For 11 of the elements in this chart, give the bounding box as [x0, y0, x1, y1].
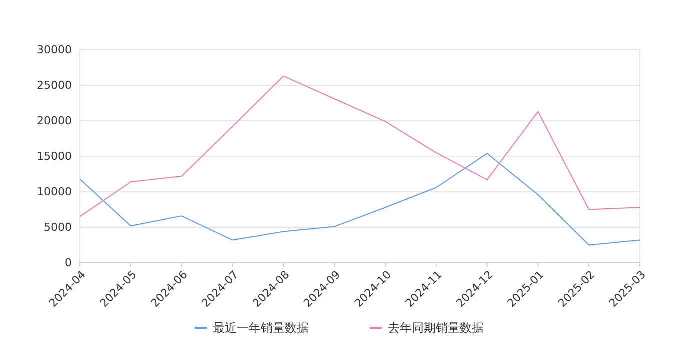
legend-label: 去年同期销量数据 [388, 321, 484, 336]
y-tick-label: 30000 [37, 44, 72, 57]
y-tick-label: 5000 [44, 221, 72, 234]
line-series [80, 153, 640, 246]
y-tick-label: 15000 [37, 150, 72, 164]
line-series [80, 76, 640, 218]
legend-label: 最近一年销量数据 [213, 321, 309, 336]
y-tick-label: 20000 [37, 114, 72, 128]
y-tick-label: 0 [65, 256, 72, 270]
y-tick-label: 10000 [37, 186, 72, 199]
y-tick-label: 25000 [37, 79, 72, 92]
